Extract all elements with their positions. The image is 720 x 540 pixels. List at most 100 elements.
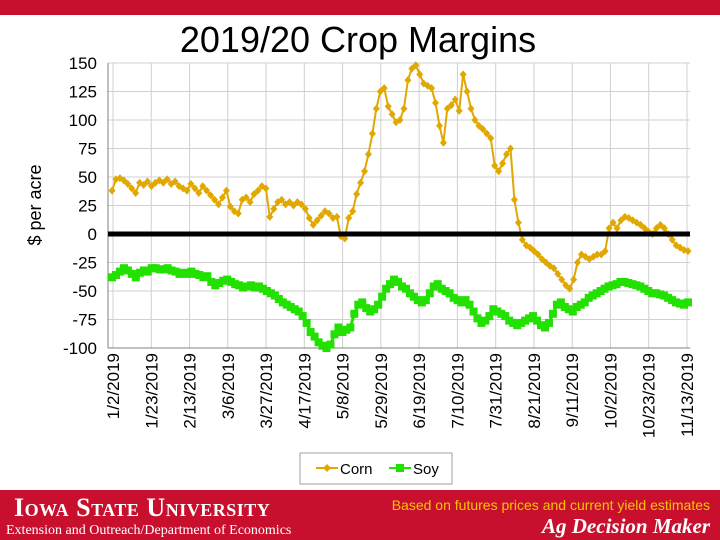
data-point-corn <box>487 134 495 143</box>
y-tick-label: -50 <box>72 282 97 301</box>
data-point-soy <box>334 323 343 332</box>
data-point-corn <box>455 106 463 115</box>
data-point-corn <box>613 224 621 233</box>
data-point-soy <box>421 296 430 305</box>
data-point-corn <box>506 144 514 153</box>
data-point-corn <box>684 247 692 256</box>
data-point-soy <box>529 312 538 321</box>
data-point-corn <box>574 258 582 267</box>
data-point-soy <box>203 272 212 281</box>
data-point-corn <box>534 250 542 259</box>
data-point-corn <box>254 186 262 195</box>
data-point-corn <box>416 70 424 79</box>
data-point-soy <box>533 316 542 325</box>
data-point-corn <box>471 116 479 124</box>
data-point-corn <box>278 195 286 204</box>
data-point-soy <box>330 330 339 339</box>
data-point-soy <box>310 332 319 341</box>
x-tick-label: 7/10/2019 <box>448 353 467 429</box>
data-point-corn <box>226 202 234 211</box>
data-point-corn <box>514 218 522 227</box>
data-point-soy <box>425 289 434 298</box>
data-point-corn <box>495 167 503 176</box>
data-point-corn <box>171 177 179 186</box>
data-point-corn <box>163 175 171 184</box>
data-point-soy <box>684 298 692 307</box>
university-wordmark: Iowa State University <box>14 493 271 522</box>
data-point-corn <box>432 98 440 107</box>
y-axis-label: $ per acre <box>25 164 45 245</box>
data-point-soy <box>374 300 383 309</box>
data-point-corn <box>108 186 116 195</box>
data-point-soy <box>465 300 474 309</box>
x-tick-label: 1/23/2019 <box>142 353 161 429</box>
data-point-corn <box>384 102 392 111</box>
footnote: Based on futures prices and current yiel… <box>391 497 710 513</box>
legend-corn-label: Corn <box>340 461 373 478</box>
x-tick-label: 8/21/2019 <box>525 353 544 429</box>
data-point-corn <box>246 198 254 207</box>
data-point-corn <box>550 264 558 273</box>
y-tick-label: -25 <box>72 254 97 273</box>
data-point-corn <box>222 186 230 195</box>
legend: Corn Soy <box>299 452 453 485</box>
extension-text: Extension and Outreach/Department of Eco… <box>6 523 292 538</box>
data-point-corn <box>388 110 396 119</box>
data-point-corn <box>503 150 511 159</box>
data-point-corn <box>479 125 487 134</box>
x-tick-label: 6/19/2019 <box>410 353 429 429</box>
data-point-corn <box>301 204 309 213</box>
data-point-corn <box>132 188 140 197</box>
data-point-corn <box>297 200 305 209</box>
x-tick-label: 10/23/2019 <box>640 353 659 438</box>
data-point-corn <box>605 224 613 233</box>
top-red-bar <box>0 0 720 15</box>
y-tick-label: 125 <box>69 83 97 102</box>
data-point-corn <box>305 214 313 223</box>
data-point-corn <box>211 195 219 204</box>
data-point-corn <box>558 275 566 284</box>
data-point-corn <box>593 250 601 259</box>
x-tick-label: 5/29/2019 <box>372 353 391 429</box>
data-point-corn <box>404 76 412 85</box>
data-point-corn <box>439 138 447 147</box>
data-point-corn <box>207 191 215 200</box>
x-tick-label: 11/13/2019 <box>678 353 697 437</box>
y-tick-label: 150 <box>69 54 97 73</box>
data-point-corn <box>668 235 676 244</box>
data-point-soy <box>370 305 379 314</box>
data-point-corn <box>183 186 191 195</box>
x-tick-label: 2/13/2019 <box>181 353 200 429</box>
legend-soy-label: Soy <box>413 461 439 478</box>
data-point-corn <box>585 255 593 264</box>
data-point-corn <box>195 188 203 197</box>
x-tick-label: 3/27/2019 <box>257 353 276 429</box>
data-point-corn <box>380 84 388 93</box>
series-corn <box>108 61 692 293</box>
data-point-corn <box>459 70 467 79</box>
data-point-soy <box>302 318 311 327</box>
chart-title: 2019/20 Crop Margins <box>179 19 537 60</box>
gridlines <box>108 62 690 349</box>
data-point-soy <box>473 314 482 323</box>
data-point-corn <box>518 235 526 244</box>
data-point-corn <box>660 224 668 233</box>
y-tick-label: -75 <box>72 311 97 330</box>
legend-soy-marker <box>396 464 404 472</box>
data-point-corn <box>215 200 223 209</box>
data-point-corn <box>428 84 436 93</box>
data-point-soy <box>382 284 391 293</box>
data-point-corn <box>412 61 420 70</box>
legend-corn-marker <box>323 464 331 472</box>
data-point-corn <box>554 269 562 278</box>
x-tick-label: 10/2/2019 <box>601 353 620 429</box>
data-point-soy <box>350 309 359 318</box>
data-point-corn <box>570 275 578 284</box>
data-point-corn <box>234 209 242 218</box>
data-point-corn <box>144 177 152 186</box>
data-point-corn <box>203 186 211 195</box>
data-point-soy <box>433 280 442 289</box>
data-point-corn <box>364 150 372 159</box>
data-point-soy <box>298 312 307 321</box>
x-tick-label: 9/11/2019 <box>563 353 582 427</box>
